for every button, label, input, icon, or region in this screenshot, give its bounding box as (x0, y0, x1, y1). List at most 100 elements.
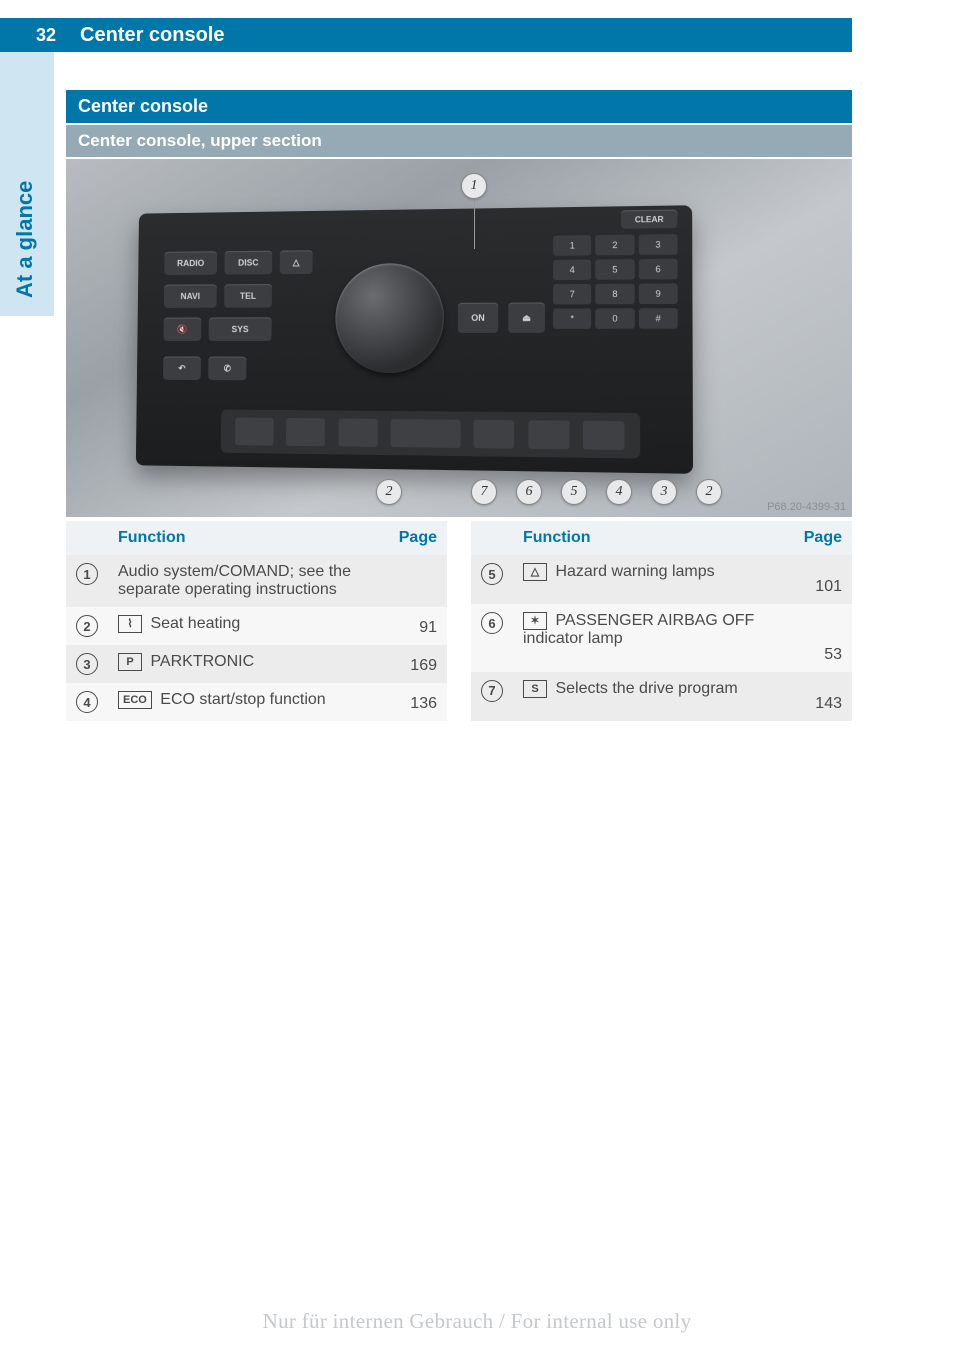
strip-btn (391, 419, 461, 448)
function-icon: P (118, 653, 142, 671)
radio-button-disc: DISC (224, 251, 272, 275)
table-row: 4ECO ECO start/stop function136 (66, 683, 447, 721)
th-function: Function (108, 521, 381, 555)
row-function-text: Hazard warning lamps (551, 563, 715, 580)
callout-marker: 4 (606, 479, 632, 505)
callout-marker: 6 (516, 479, 542, 505)
function-icon: ✶ (523, 612, 547, 630)
row-function-text: Seat heating (146, 615, 240, 632)
page-number: 32 (0, 18, 66, 52)
row-page (381, 555, 447, 607)
right-function-table: Function Page 5△ Hazard warning lamps101… (471, 521, 852, 721)
radio-button-tel: TEL (224, 284, 272, 308)
strip-btn (474, 420, 515, 449)
strip-btn (583, 421, 625, 450)
radio-button-clear: CLEAR (621, 210, 677, 229)
row-function-text: PASSENGER AIRBAG OFF indicator lamp (523, 612, 754, 647)
row-page: 169 (381, 645, 447, 683)
table-row: 7S Selects the drive program143 (471, 672, 852, 721)
th-page: Page (381, 521, 447, 555)
num-key: 2 (596, 235, 635, 256)
num-key: 4 (553, 260, 591, 281)
radio-button-mute: 🔇 (164, 318, 202, 341)
row-function-text: ECO start/stop function (156, 691, 326, 708)
row-function: △ Hazard warning lamps (513, 555, 786, 604)
callout-marker: 1 (461, 173, 487, 199)
row-number: 6 (471, 604, 513, 672)
row-number: 5 (471, 555, 513, 604)
callout-marker: 7 (471, 479, 497, 505)
console-unit-graphic: RADIO DISC △ NAVI TEL 🔇 SYS ↶ ✆ ON ⏏ CLE… (136, 205, 693, 474)
row-function-text: PARKTRONIC (146, 653, 254, 670)
callout-marker: 3 (651, 479, 677, 505)
row-page: 143 (786, 672, 852, 721)
row-function-text: Selects the drive program (551, 680, 738, 697)
num-key: 1 (553, 235, 591, 256)
callout-marker: 2 (376, 479, 402, 505)
row-function: ⌇ Seat heating (108, 607, 381, 645)
num-key: 8 (596, 284, 635, 305)
function-icon: S (523, 680, 547, 698)
row-page: 91 (381, 607, 447, 645)
row-page: 53 (786, 604, 852, 672)
radio-button-up: △ (280, 250, 313, 274)
num-key: # (639, 308, 678, 329)
row-function: ✶ PASSENGER AIRBAG OFF indicator lamp (513, 604, 786, 672)
lower-button-strip (221, 410, 640, 459)
th-function: Function (513, 521, 786, 555)
side-chapter-label: At a glance (12, 181, 38, 298)
num-key: 9 (638, 283, 677, 304)
row-page: 101 (786, 555, 852, 604)
th-page: Page (786, 521, 852, 555)
num-key: 3 (638, 234, 677, 255)
row-page: 136 (381, 683, 447, 721)
table-row: 1 Audio system/COMAND; see the separate … (66, 555, 447, 607)
radio-button-back: ↶ (163, 356, 201, 380)
strip-btn (528, 420, 569, 449)
radio-button-sys: SYS (209, 317, 272, 341)
row-function: S Selects the drive program (513, 672, 786, 721)
row-function: ECO ECO start/stop function (108, 683, 381, 721)
table-row: 5△ Hazard warning lamps101 (471, 555, 852, 604)
row-number: 3 (66, 645, 108, 683)
watermark-text: Nur für internen Gebrauch / For internal… (0, 1309, 954, 1334)
row-number: 4 (66, 683, 108, 721)
numeric-keypad: 1 2 3 4 5 6 7 8 9 * 0 # (553, 234, 678, 329)
row-function: P PARKTRONIC (108, 645, 381, 683)
content-area: Center console Center console, upper sec… (66, 90, 852, 721)
radio-button-radio: RADIO (164, 251, 217, 275)
row-number: 1 (66, 555, 108, 607)
callout-line (474, 199, 475, 249)
num-key: 5 (596, 259, 635, 280)
function-icon: △ (523, 563, 547, 581)
figure-code: P68.20-4399-31 (767, 501, 846, 513)
num-key: * (553, 308, 591, 328)
radio-button-phone: ✆ (208, 357, 246, 381)
table-row: 6✶ PASSENGER AIRBAG OFF indicator lamp53 (471, 604, 852, 672)
table-row: 3P PARKTRONIC169 (66, 645, 447, 683)
page-header: 32 Center console (0, 18, 852, 52)
row-number: 2 (66, 607, 108, 645)
row-function-text: Audio system/COMAND; see the separate op… (118, 563, 351, 598)
radio-button-eject: ⏏ (508, 302, 545, 332)
num-key: 7 (553, 284, 591, 305)
callout-marker: 2 (696, 479, 722, 505)
radio-button-navi: NAVI (164, 284, 217, 308)
section-heading: Center console (66, 90, 852, 123)
function-tables: Function Page 1 Audio system/COMAND; see… (66, 521, 852, 721)
row-function: Audio system/COMAND; see the separate op… (108, 555, 381, 607)
strip-btn (338, 419, 377, 447)
strip-btn (286, 418, 325, 446)
rotary-knob (335, 263, 444, 373)
callout-marker: 5 (561, 479, 587, 505)
radio-button-on: ON (458, 303, 498, 333)
strip-btn (235, 418, 274, 446)
function-icon: ⌇ (118, 615, 142, 633)
page-title: Center console (66, 18, 852, 52)
row-number: 7 (471, 672, 513, 721)
table-row: 2⌇ Seat heating91 (66, 607, 447, 645)
subsection-heading: Center console, upper section (66, 125, 852, 157)
function-icon: ECO (118, 691, 152, 709)
num-key: 6 (638, 259, 677, 280)
left-function-table: Function Page 1 Audio system/COMAND; see… (66, 521, 447, 721)
